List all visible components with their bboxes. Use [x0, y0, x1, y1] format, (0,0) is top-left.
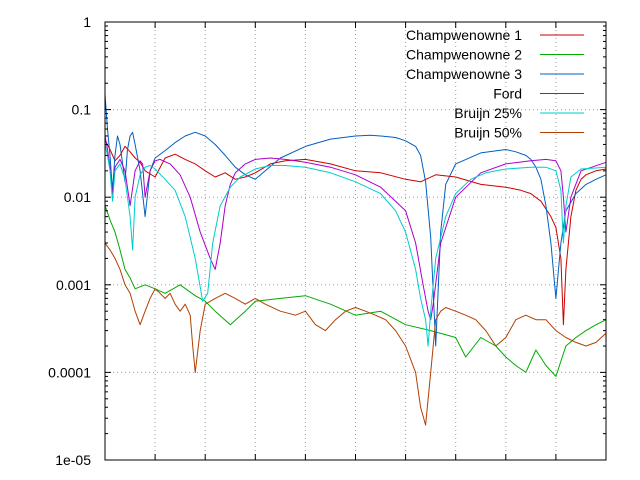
- series-line-4: [104, 135, 607, 321]
- series-line-5: [104, 144, 607, 347]
- axis-ticks: [105, 21, 606, 461]
- legend-label: Bruijn 50%: [454, 125, 522, 141]
- y-tick-label: 1e-05: [55, 452, 91, 468]
- legend-label: Ford: [493, 86, 522, 102]
- y-tick-label: 0.0001: [48, 364, 91, 380]
- legend-label: Champwenowne 1: [406, 27, 522, 43]
- y-tick-label: 0.001: [56, 277, 91, 293]
- legend-label: Champwenowne 2: [406, 47, 522, 63]
- series-line-3: [104, 94, 607, 347]
- y-tick-labels: 1 0.1 0.01 0.001 0.0001 1e-05: [48, 14, 91, 468]
- legend: Champwenowne 1 Champwenowne 2 Champwenowne…: [406, 27, 584, 141]
- y-tick-label: 1: [83, 14, 91, 30]
- series-line-6: [104, 242, 607, 426]
- y-tick-label: 0.1: [72, 102, 92, 118]
- legend-label: Bruijn 25%: [454, 105, 522, 121]
- grid: [105, 22, 606, 460]
- series-line-2: [104, 205, 607, 377]
- series-line-1: [104, 139, 607, 326]
- legend-label: Champwenowne 3: [406, 66, 522, 82]
- y-tick-label: 0.01: [64, 189, 91, 205]
- series-lines: [104, 94, 607, 426]
